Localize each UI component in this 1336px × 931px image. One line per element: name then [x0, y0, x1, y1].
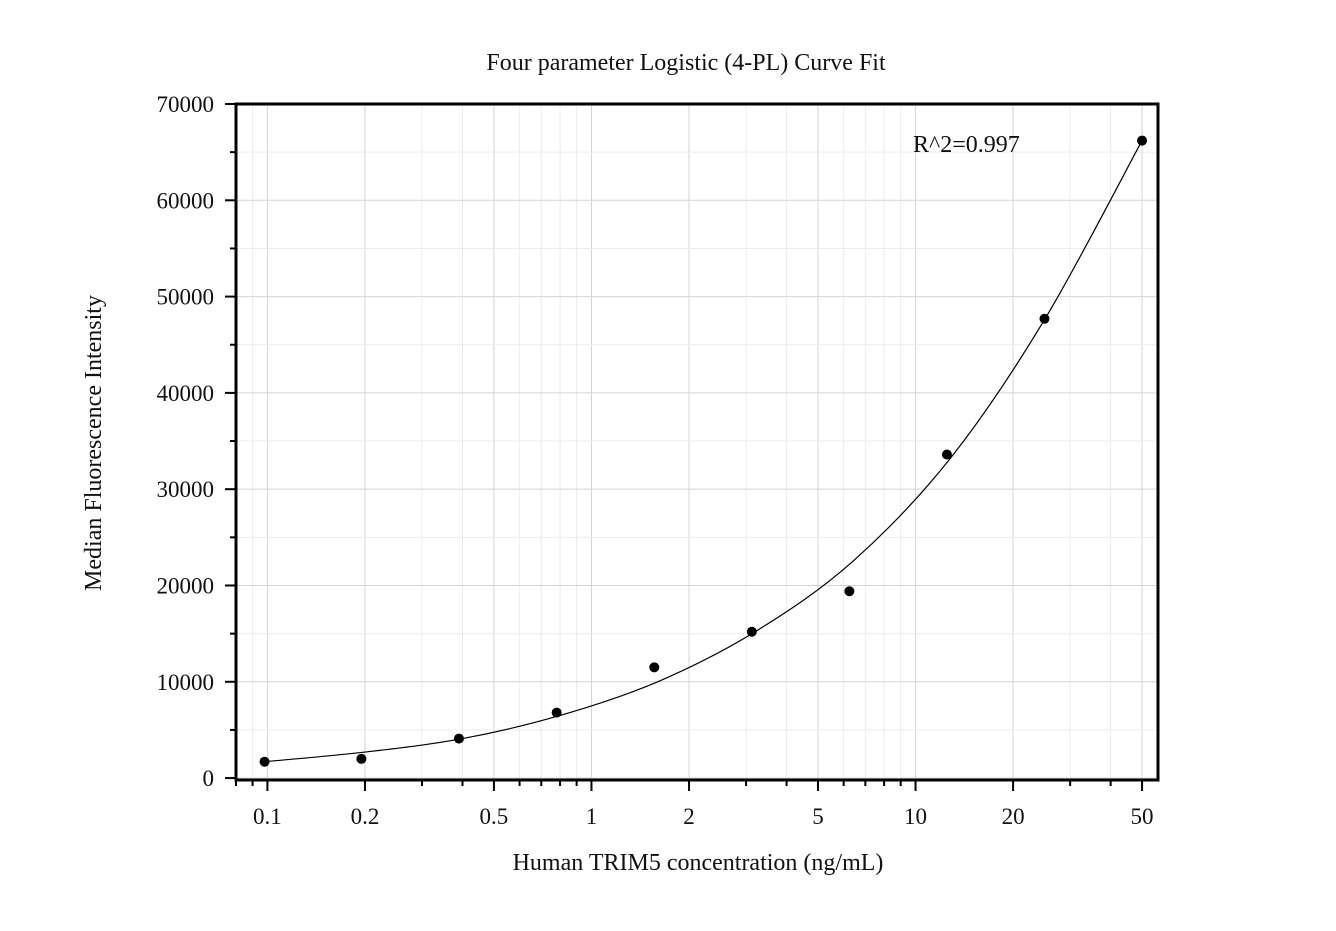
data-point	[453, 733, 464, 744]
x-tick-label: 50	[1131, 804, 1154, 829]
y-tick-label: 70000	[157, 92, 215, 117]
grid-layer	[235, 103, 1158, 780]
data-points-layer	[259, 135, 1148, 767]
y-tick-label: 50000	[157, 285, 215, 310]
fit-curve	[264, 140, 1143, 763]
x-axis-label: Human TRIM5 concentration (ng/mL)	[513, 850, 884, 876]
data-point	[746, 626, 757, 637]
y-tick-label: 30000	[157, 477, 215, 502]
x-tick-label: 5	[812, 804, 824, 829]
data-point	[551, 707, 562, 718]
data-point	[1137, 135, 1148, 146]
data-point	[356, 753, 367, 764]
x-tick-label: 0.2	[351, 804, 380, 829]
y-tick-label: 40000	[157, 381, 215, 406]
x-tick-label: 0.5	[480, 804, 509, 829]
x-tick-label: 20	[1002, 804, 1025, 829]
y-tick-label: 60000	[157, 188, 215, 213]
x-tick-label: 2	[683, 804, 695, 829]
x-tick-label: 10	[904, 804, 927, 829]
x-tick-label: 1	[586, 804, 598, 829]
data-point	[259, 756, 270, 767]
y-axis-label: Median Fluorescence Intensity	[81, 295, 107, 591]
y-tick-label: 20000	[157, 573, 215, 598]
chart-title: Four parameter Logistic (4-PL) Curve Fit	[486, 50, 886, 76]
data-point	[649, 662, 660, 673]
r-squared-annotation: R^2=0.997	[913, 132, 1020, 158]
y-tick-label: 0	[203, 766, 215, 791]
plot-frame	[234, 102, 1160, 782]
x-tick-label: 0.1	[253, 804, 282, 829]
fit-curve-layer	[264, 140, 1143, 763]
data-point	[1039, 313, 1050, 324]
data-point	[941, 449, 952, 460]
data-point	[844, 586, 855, 597]
y-tick-label: 10000	[157, 670, 215, 695]
ticks-layer: 0.1 0.2 0.5 1 2 5 10 20 50 0 10000 20000 30000 40000 5…	[157, 92, 1154, 829]
